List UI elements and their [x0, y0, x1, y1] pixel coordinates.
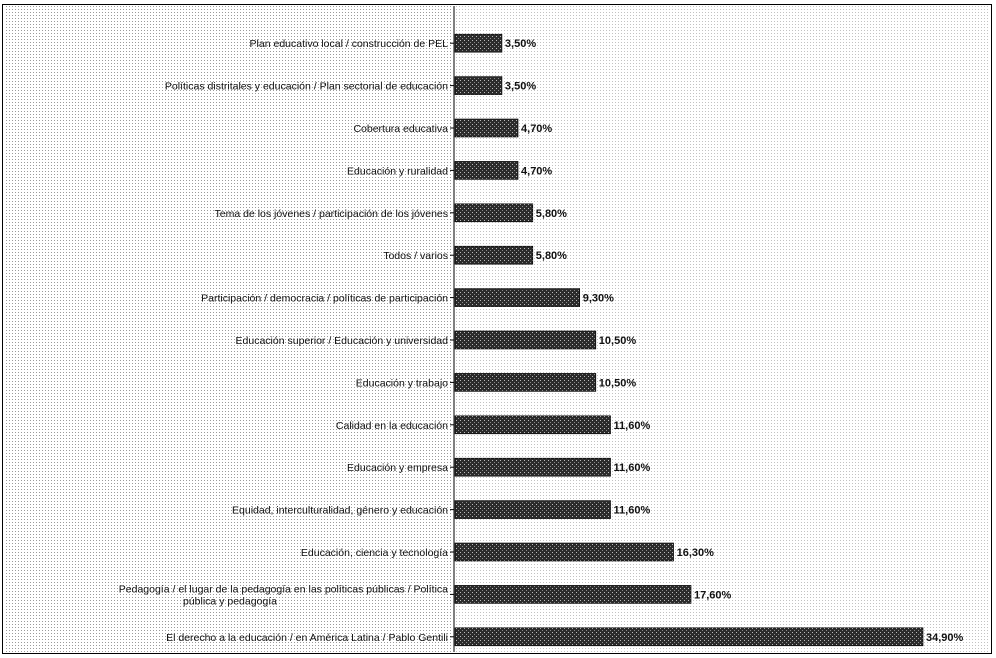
data-label: 5,80%	[536, 208, 567, 220]
bar	[454, 203, 534, 223]
bar	[454, 542, 674, 562]
category-label: Tema de los jóvenes / participación de l…	[215, 208, 448, 220]
category-label: Pedagogía / el lugar de la pedagogía en …	[119, 583, 448, 595]
bar	[454, 288, 581, 307]
bar	[454, 627, 924, 647]
category-label: Calidad en la educación	[336, 420, 448, 432]
category-label: Plan educativo local / construcción de P…	[250, 38, 449, 50]
category-label: Todos / varios	[383, 250, 448, 262]
data-label: 17,60%	[694, 589, 732, 601]
data-label: 5,80%	[536, 250, 567, 262]
bar	[454, 245, 534, 265]
bar	[454, 373, 597, 392]
bar	[454, 457, 611, 477]
bar	[454, 118, 519, 138]
category-label: Educación y empresa	[347, 462, 448, 474]
data-label: 3,50%	[505, 81, 536, 93]
data-label: 4,70%	[521, 165, 552, 177]
data-label: 16,30%	[677, 547, 715, 559]
data-label: 11,60%	[614, 462, 651, 474]
category-label: Educación, ciencia y tecnología	[301, 547, 448, 559]
bar	[454, 585, 692, 604]
label-area-dots	[4, 6, 452, 652]
data-label: 4,70%	[521, 123, 552, 135]
data-label: 11,60%	[614, 420, 651, 432]
bar	[454, 76, 503, 95]
category-label: pública y pedagogía	[183, 595, 277, 607]
data-label: 9,30%	[583, 293, 614, 305]
category-label: Educación superior / Educación y univers…	[236, 335, 449, 347]
bar	[454, 500, 611, 519]
category-label: El derecho a la educación / en América L…	[166, 632, 448, 644]
category-label: Educación y ruralidad	[347, 165, 448, 177]
data-label: 11,60%	[614, 505, 651, 517]
data-label: 10,50%	[599, 377, 637, 389]
category-label: Equidad, interculturalidad, género y edu…	[232, 505, 448, 517]
bar	[454, 415, 611, 435]
bar	[454, 161, 519, 180]
data-label: 34,90%	[926, 632, 964, 644]
category-label: Políticas distritales y educación / Plan…	[165, 81, 448, 93]
data-label: 10,50%	[599, 335, 637, 347]
data-label: 3,50%	[505, 38, 536, 50]
chart-frame	[2, 4, 992, 654]
category-label: Educación y trabajo	[356, 377, 448, 389]
bar	[454, 33, 503, 53]
category-label: Participación / democracia / políticas d…	[201, 293, 448, 305]
bar	[454, 330, 597, 350]
category-label: Cobertura educativa	[353, 123, 448, 135]
